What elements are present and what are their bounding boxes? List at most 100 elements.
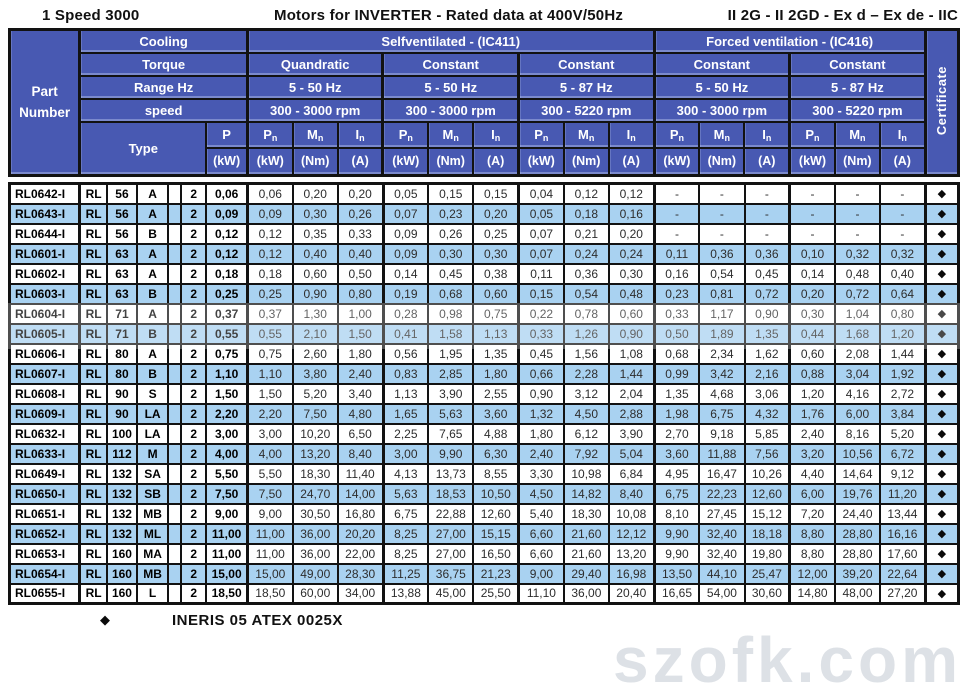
symbol: M: [849, 126, 861, 142]
title-atex-marking: II 2G - II 2GD - Ex d – Ex de - IIC: [727, 6, 958, 24]
value-cell: 10,26: [743, 462, 791, 485]
value-cell: 7,50: [245, 482, 294, 505]
certificate-cell: ◆: [923, 442, 960, 465]
value-cell: -: [879, 202, 927, 225]
certificate-cell: ◆: [923, 482, 960, 505]
value-cell: 10,20: [291, 422, 339, 445]
certificate-cell: ◆: [923, 302, 960, 325]
part-number-cell: RL0606-I: [8, 342, 81, 365]
part-number-cell: RL0653-I: [8, 542, 81, 565]
value-cell: 21,60: [562, 522, 610, 545]
poles-cell: 2: [180, 362, 208, 385]
type-size-cell: 63: [105, 262, 139, 285]
value-cell: 28,30: [336, 562, 385, 585]
value-cell: 0,11: [652, 242, 701, 265]
value-cell: -: [788, 202, 836, 225]
value-cell: 8,25: [381, 542, 430, 565]
symbol: M: [713, 126, 725, 142]
value-cell: 2,40: [336, 362, 385, 385]
value-cell: 22,88: [427, 502, 475, 525]
poles-cell: 2: [180, 542, 208, 565]
value-cell: -: [743, 182, 791, 205]
value-cell: 0,68: [427, 282, 475, 305]
poles-cell: 2: [180, 502, 208, 525]
value-cell: 3,00: [381, 442, 430, 465]
type-letter-cell: MB: [136, 562, 170, 585]
type-letter-cell: L: [136, 582, 170, 605]
value-cell: 0,05: [381, 182, 430, 205]
value-cell: 6,75: [698, 402, 746, 425]
value-cell: 54,00: [698, 582, 746, 605]
value-cell: 27,45: [698, 502, 746, 525]
value-cell: 1,62: [743, 342, 791, 365]
rated-power-cell: 15,00: [205, 562, 249, 585]
certificate-diamond-icon: ◆: [100, 612, 110, 627]
value-cell: 0,90: [517, 382, 565, 405]
value-cell: 3,40: [336, 382, 385, 405]
value-cell: 0,20: [788, 282, 836, 305]
value-cell: 1,95: [427, 342, 475, 365]
part-number-cell: RL0601-I: [8, 242, 81, 265]
value-cell: 1,68: [833, 322, 882, 345]
value-cell: 16,16: [879, 522, 927, 545]
value-cell: 32,40: [698, 542, 746, 565]
value-cell: 14,80: [788, 582, 836, 605]
value-cell: 10,50: [472, 482, 520, 505]
type-letter-cell: M: [136, 442, 170, 465]
value-cell: 1,56: [562, 342, 610, 365]
value-cell: 16,65: [652, 582, 701, 605]
symbol: P: [263, 126, 272, 142]
value-cell: 0,15: [517, 282, 565, 305]
rated-power-cell: 3,00: [205, 422, 249, 445]
symbol-header: Mn: [698, 120, 746, 149]
title-speed: 1 Speed 3000: [42, 6, 140, 24]
value-cell: 1,30: [291, 302, 339, 325]
rated-power-cell: 0,25: [205, 282, 249, 305]
spacer-cell: [167, 202, 183, 225]
value-cell: 0,11: [517, 262, 565, 285]
value-cell: 3,84: [879, 402, 927, 425]
type-size-cell: 100: [105, 422, 139, 445]
value-cell: 3,80: [291, 362, 339, 385]
value-cell: 0,72: [743, 282, 791, 305]
value-cell: 6,75: [652, 482, 701, 505]
table-row: RL0642-I RL 56 A 2 0,06 0,06 0,20 0,20 0,05 0,15 0,…: [8, 182, 960, 205]
type-header: Type: [78, 120, 208, 177]
type-letter-cell: B: [136, 222, 170, 245]
value-cell: 17,60: [879, 542, 927, 565]
type-series-cell: RL: [78, 282, 108, 305]
value-cell: 0,06: [245, 182, 294, 205]
value-cell: 0,44: [788, 322, 836, 345]
poles-cell: 2: [180, 562, 208, 585]
certificate-cell: ◆: [923, 342, 960, 365]
unit-header: (Nm): [562, 146, 610, 177]
value-cell: 0,12: [607, 182, 656, 205]
value-cell: 11,00: [245, 542, 294, 565]
unit-header: (kW): [788, 146, 836, 177]
table-row: RL0604-I RL 71 A 2 0,37 0,37 1,30 1,00 0,28 0,98 0,…: [8, 302, 960, 325]
type-size-cell: 112: [105, 442, 139, 465]
value-cell: 5,20: [879, 422, 927, 445]
value-cell: 0,78: [562, 302, 610, 325]
value-cell: 8,25: [381, 522, 430, 545]
rated-power-cell: 9,00: [205, 502, 249, 525]
symbol-header: Mn: [833, 120, 881, 149]
value-cell: 0,33: [517, 322, 565, 345]
value-cell: 27,20: [879, 582, 927, 605]
value-cell: 5,20: [291, 382, 339, 405]
value-cell: 0,35: [291, 222, 339, 245]
p-symbol-header: P: [205, 120, 249, 149]
table-row: RL0607-I RL 80 B 2 1,10 1,10 3,80 2,40 0,83 2,85 1,…: [8, 362, 960, 385]
value-cell: 8,80: [788, 522, 836, 545]
value-cell: 0,88: [788, 362, 836, 385]
value-cell: -: [833, 222, 882, 245]
value-cell: -: [698, 222, 746, 245]
value-cell: 1,04: [833, 302, 882, 325]
value-cell: 13,20: [291, 442, 339, 465]
symbol: P: [534, 126, 543, 142]
value-cell: -: [833, 182, 882, 205]
spacer-cell: [167, 542, 183, 565]
symbol-header: Pn: [516, 120, 565, 149]
value-cell: 1,92: [879, 362, 927, 385]
value-cell: 0,26: [336, 202, 385, 225]
